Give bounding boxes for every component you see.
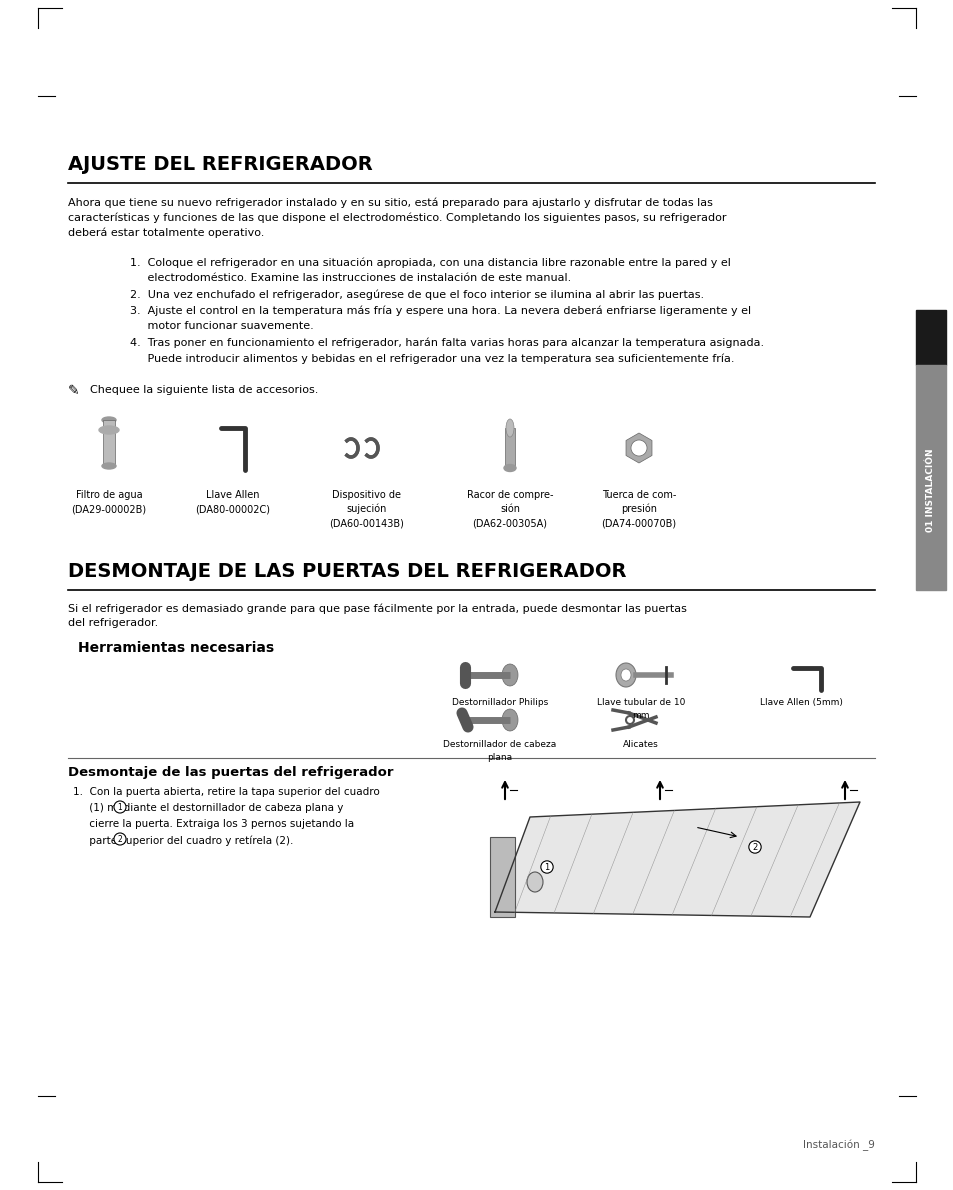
Ellipse shape: [501, 709, 517, 731]
Text: del refrigerador.: del refrigerador.: [68, 619, 158, 628]
Text: 3.  Ajuste el control en la temperatura más fría y espere una hora. La nevera de: 3. Ajuste el control en la temperatura m…: [130, 305, 750, 315]
Text: Filtro de agua: Filtro de agua: [75, 490, 142, 500]
Text: 1.  Con la puerta abierta, retire la tapa superior del cuadro: 1. Con la puerta abierta, retire la tapa…: [73, 787, 379, 797]
Bar: [490, 837, 515, 917]
Text: 4.  Tras poner en funcionamiento el refrigerador, harán falta varias horas para : 4. Tras poner en funcionamiento el refri…: [130, 337, 763, 347]
Ellipse shape: [102, 416, 116, 422]
Polygon shape: [495, 802, 859, 917]
Text: Instalación _9: Instalación _9: [802, 1140, 874, 1152]
Ellipse shape: [630, 440, 646, 456]
Text: Desmontaje de las puertas del refrigerador: Desmontaje de las puertas del refrigerad…: [68, 766, 393, 779]
Text: Herramientas necesarias: Herramientas necesarias: [78, 641, 274, 655]
Text: Racor de compre-: Racor de compre-: [466, 490, 553, 500]
Text: Puede introducir alimentos y bebidas en el refrigerador una vez la temperatura s: Puede introducir alimentos y bebidas en …: [130, 353, 734, 363]
Text: Llave Allen: Llave Allen: [206, 490, 259, 500]
Text: 2: 2: [752, 843, 757, 852]
Text: sión: sión: [499, 505, 519, 514]
Text: 1: 1: [544, 863, 549, 871]
Bar: [504, 428, 515, 468]
Ellipse shape: [620, 669, 630, 681]
Ellipse shape: [501, 664, 517, 685]
Text: Destornillador de cabeza: Destornillador de cabeza: [443, 740, 556, 749]
Text: (DA29-00002B): (DA29-00002B): [71, 505, 147, 514]
Ellipse shape: [526, 872, 542, 892]
Text: (DA80-00002C): (DA80-00002C): [195, 505, 271, 514]
Bar: [103, 420, 115, 466]
Text: ✎: ✎: [68, 384, 79, 397]
Text: parte superior del cuadro y retírela (2).: parte superior del cuadro y retírela (2)…: [73, 835, 294, 846]
Text: electrodoméstico. Examine las instrucciones de instalación de este manual.: electrodoméstico. Examine las instruccio…: [130, 273, 571, 283]
Text: presión: presión: [620, 505, 657, 514]
Text: cierre la puerta. Extraiga los 3 pernos sujetando la: cierre la puerta. Extraiga los 3 pernos …: [73, 819, 354, 829]
Text: características y funciones de las que dispone el electrodoméstico. Completando : características y funciones de las que d…: [68, 213, 726, 223]
Text: Alicates: Alicates: [622, 740, 659, 749]
Bar: [915, 365, 945, 590]
Text: 01 INSTALACIÓN: 01 INSTALACIÓN: [925, 449, 935, 532]
Text: mm: mm: [632, 710, 649, 720]
Text: DESMONTAJE DE LAS PUERTAS DEL REFRIGERADOR: DESMONTAJE DE LAS PUERTAS DEL REFRIGERAD…: [68, 562, 626, 581]
Text: Tuerca de com-: Tuerca de com-: [601, 490, 676, 500]
Text: Llave Allen (5mm): Llave Allen (5mm): [759, 699, 841, 707]
Ellipse shape: [99, 426, 119, 434]
Ellipse shape: [102, 463, 116, 469]
Text: AJUSTE DEL REFRIGERADOR: AJUSTE DEL REFRIGERADOR: [68, 155, 373, 174]
Text: deberá estar totalmente operativo.: deberá estar totalmente operativo.: [68, 228, 264, 238]
Text: sujeción: sujeción: [347, 505, 387, 514]
Text: Si el refrigerador es demasiado grande para que pase fácilmente por la entrada, : Si el refrigerador es demasiado grande p…: [68, 603, 686, 614]
Bar: [915, 311, 945, 365]
Text: motor funcionar suavemente.: motor funcionar suavemente.: [130, 321, 314, 331]
Text: (DA74-00070B): (DA74-00070B): [600, 518, 676, 528]
Text: 1.  Coloque el refrigerador en una situación apropiada, con una distancia libre : 1. Coloque el refrigerador en una situac…: [130, 257, 730, 268]
Text: Ahora que tiene su nuevo refrigerador instalado y en su sitio, está preparado pa: Ahora que tiene su nuevo refrigerador in…: [68, 198, 712, 207]
Text: plana: plana: [487, 753, 512, 762]
Text: Chequee la siguiente lista de accesorios.: Chequee la siguiente lista de accesorios…: [90, 386, 318, 395]
Ellipse shape: [616, 663, 636, 687]
Text: (1) mediante el destornillador de cabeza plana y: (1) mediante el destornillador de cabeza…: [73, 803, 343, 813]
Ellipse shape: [505, 419, 514, 437]
Text: Llave tubular de 10: Llave tubular de 10: [597, 699, 684, 707]
Text: Destornillador Philips: Destornillador Philips: [452, 699, 548, 707]
Text: 2.  Una vez enchufado el refrigerador, asegúrese de que el foco interior se ilum: 2. Una vez enchufado el refrigerador, as…: [130, 289, 703, 300]
Text: (DA60-00143B): (DA60-00143B): [329, 518, 404, 528]
Text: 2: 2: [117, 834, 122, 844]
Circle shape: [625, 716, 634, 724]
Text: (DA62-00305A): (DA62-00305A): [472, 518, 547, 528]
Text: 1: 1: [117, 802, 122, 812]
Ellipse shape: [503, 464, 516, 471]
Text: Dispositivo de: Dispositivo de: [333, 490, 401, 500]
